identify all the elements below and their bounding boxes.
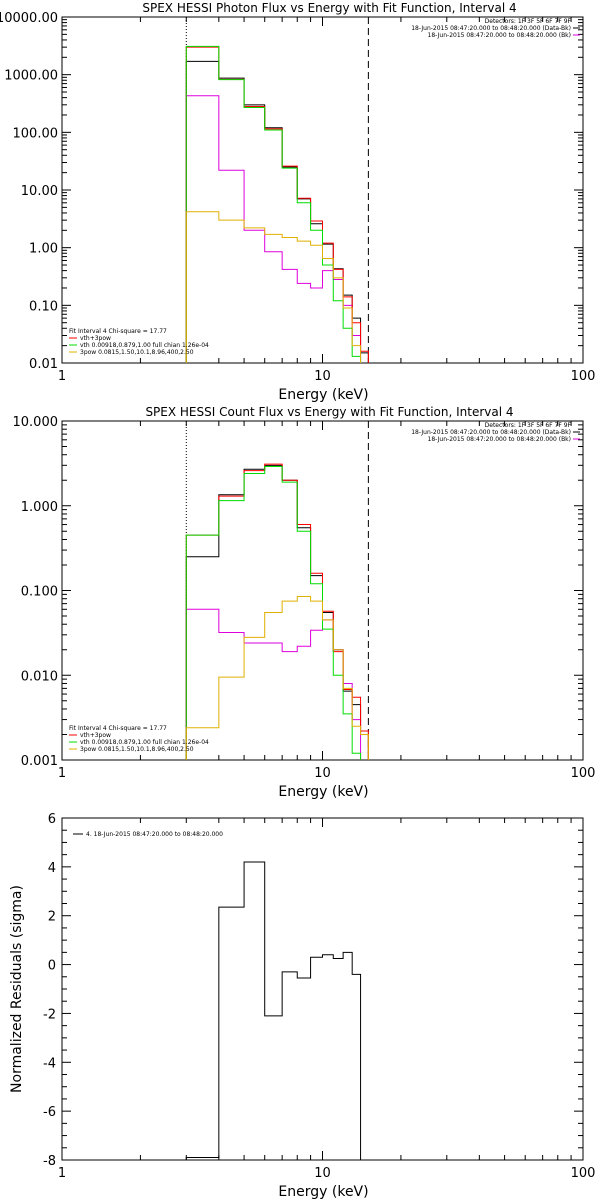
- y-tick-label: 100.00: [13, 126, 59, 141]
- series-line: [185, 45, 362, 363]
- x-tick-label: 100: [571, 766, 596, 781]
- legend-title: Fit Interval 4 Chi-square = 17.77: [69, 725, 167, 732]
- header-text: 18-Jun-2015 08:47:20.000 to 08:48:20.000…: [428, 32, 571, 39]
- y-axis-label: Normalized Residuals (sigma): [9, 885, 25, 1093]
- chart-panel-1: 1 10 100 0.01 0.10 1.00 10.00 100.00 1000.00 1000…: [0, 1, 595, 403]
- y-tick-label: 4: [48, 861, 56, 876]
- x-axis-label: Energy (keV): [278, 387, 368, 403]
- legend-item: 4. 18-Jun-2015 08:47:20.000 to 08:48:20.…: [86, 831, 223, 838]
- data-area: [185, 45, 369, 363]
- x-tick-label: 10: [314, 369, 331, 384]
- y-tick-label: 0.01: [29, 357, 58, 372]
- y-tick-label: 2: [48, 910, 56, 925]
- x-tick-label: 10: [314, 766, 331, 781]
- series-line: [185, 211, 362, 363]
- header-text: Detectors: 1F 3F 5F 6F 7F 9F: [485, 422, 572, 429]
- legend-item: 3pow 0.0815,1.50,10.1,8.96,400,2.50: [80, 746, 194, 753]
- plot-frame: [61, 16, 584, 364]
- legend-item: vth+3pow: [80, 335, 111, 342]
- y-tick-label: 1.000: [21, 500, 58, 515]
- legend-item: vth 0.00918,0.879,1.00 full chian 1.26e-…: [80, 739, 209, 746]
- header-text: Detectors: 1F 3F 5F 6F 7F 9F: [485, 18, 572, 25]
- y-tick-label: 10000.00: [0, 11, 58, 26]
- series-line: [185, 466, 362, 760]
- x-tick-label: 1: [58, 1166, 66, 1181]
- plot-frame: [61, 817, 584, 1161]
- y-tick-label: -4: [43, 1056, 56, 1071]
- header-text: 18-Jun-2015 08:47:20.000 to 08:48:20.000…: [411, 25, 571, 32]
- x-axis-label: Energy (keV): [278, 784, 368, 800]
- chart-title: SPEX HESSI Count Flux vs Energy with Fit…: [145, 405, 513, 419]
- legend-item: vth 0.00918,0.879,1.00 full chian 1.26e-…: [80, 342, 209, 349]
- series-line: [185, 608, 362, 760]
- data-area: [185, 861, 362, 1160]
- chart-panel-2: 1 10 100 0.001 0.010 0.100 1.000 10.000 SPEX HES…: [13, 405, 596, 800]
- y-tick-label: 10.00: [21, 184, 58, 199]
- x-tick-label: 1: [58, 766, 66, 781]
- chart-title: SPEX HESSI Photon Flux vs Energy with Fi…: [142, 1, 516, 15]
- series-line: [185, 95, 362, 363]
- x-axis-label: Energy (keV): [278, 1184, 368, 1200]
- y-tick-label: 0: [48, 959, 56, 974]
- series-line: [185, 46, 369, 363]
- series-line: [185, 595, 369, 760]
- x-tick-label: 100: [571, 1166, 596, 1181]
- y-tick-label: -8: [43, 1154, 56, 1169]
- legend-title: Fit Interval 4 Chi-square = 17.77: [69, 328, 167, 335]
- legend-item: vth+3pow: [80, 732, 111, 739]
- y-tick-label: 0.001: [21, 754, 58, 769]
- y-tick-label: 0.010: [21, 669, 58, 684]
- header-text: 18-Jun-2015 08:47:20.000 to 08:48:20.000…: [428, 436, 571, 443]
- y-tick-label: 10.000: [13, 415, 59, 430]
- header-text: 18-Jun-2015 08:47:20.000 to 08:48:20.000…: [411, 429, 571, 436]
- legend-item: 3pow 0.0815,1.50,10.1,8.96,400,2.50: [80, 349, 194, 356]
- y-tick-label: 1000.00: [4, 69, 58, 84]
- x-tick-label: 10: [314, 1166, 331, 1181]
- y-tick-label: 0.10: [29, 299, 58, 314]
- series-line: [185, 861, 362, 1160]
- x-tick-label: 1: [58, 369, 66, 384]
- chart-panel-3: 1 10 100 -8 -6 -4 -2 0 2 4 6 Energy (keV) Normalized…: [9, 812, 595, 1200]
- y-tick-label: -6: [43, 1105, 56, 1120]
- y-tick-label: 1.00: [29, 242, 58, 257]
- y-tick-label: 6: [48, 812, 56, 827]
- data-area: [185, 463, 369, 760]
- x-tick-label: 100: [571, 369, 596, 384]
- y-tick-label: 0.100: [21, 585, 58, 600]
- y-tick-label: -2: [43, 1007, 56, 1022]
